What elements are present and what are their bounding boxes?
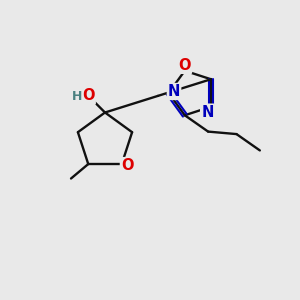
Text: O: O [178,58,191,73]
Text: O: O [82,88,95,104]
Text: H: H [72,89,82,103]
Text: N: N [201,105,214,120]
Text: N: N [168,84,180,99]
Text: O: O [121,158,134,173]
